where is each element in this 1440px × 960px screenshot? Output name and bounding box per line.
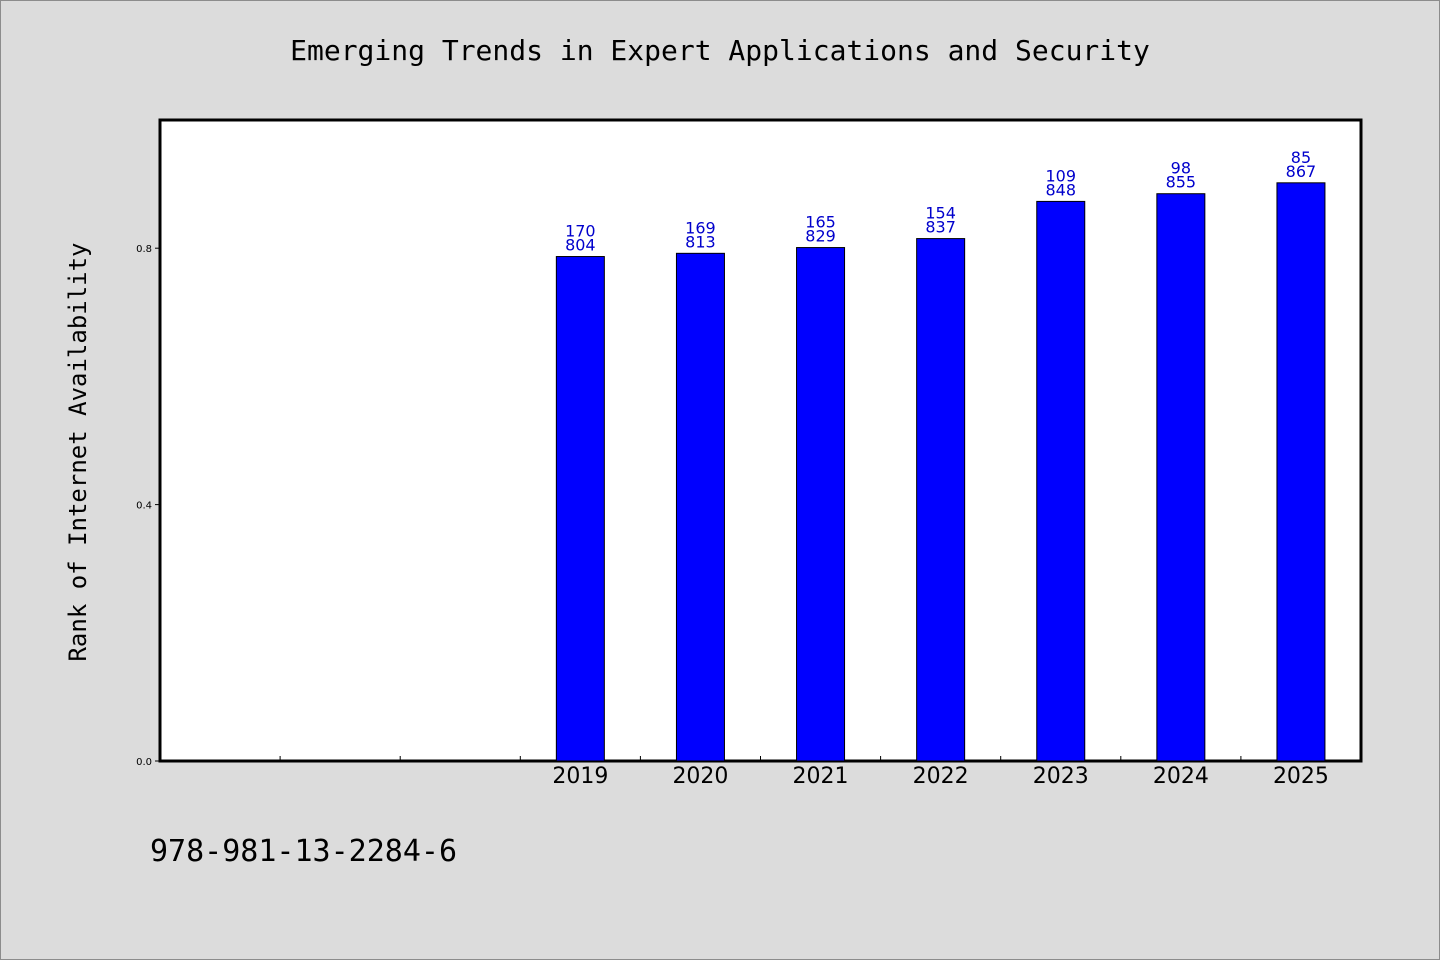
x-tick-label: 2023 [1033,764,1089,789]
x-tick-label: 2020 [672,764,728,789]
footer-code: 978-981-13-2284-6 [150,834,458,869]
bar [916,238,966,762]
y-tick-label: 0.4 [136,501,152,512]
chart-title: Emerging Trends in Expert Applications a… [290,34,1150,67]
data-label-top: 154 [925,204,956,223]
y-tick-label: 0.8 [136,244,152,255]
data-label-bottom: 813 [685,232,716,251]
data-label-bottom: 867 [1286,162,1317,181]
x-tick-label: 2021 [793,764,849,789]
bar [675,252,725,762]
data-label-bottom: 837 [925,218,956,237]
x-tick-label: 2022 [913,764,969,789]
data-label-bottom: 804 [565,236,596,255]
data-label-bottom: 848 [1045,180,1076,199]
data-label-top: 170 [565,222,596,241]
bar [1036,200,1086,762]
bar [796,247,846,762]
x-tick-label: 2025 [1273,764,1329,789]
y-tick-label: 0.0 [136,757,152,768]
data-label-top: 169 [685,218,716,237]
bar [1156,193,1206,762]
data-label-top: 165 [805,213,836,232]
x-tick-label: 2019 [552,764,608,789]
x-tick-label: 2024 [1153,764,1209,789]
bar [555,256,605,762]
data-label-bottom: 829 [805,227,836,246]
data-label-top: 85 [1291,148,1311,167]
bar [1276,182,1326,762]
data-label-top: 109 [1045,166,1076,185]
data-label-top: 98 [1171,159,1191,178]
data-label-bottom: 855 [1166,173,1197,192]
